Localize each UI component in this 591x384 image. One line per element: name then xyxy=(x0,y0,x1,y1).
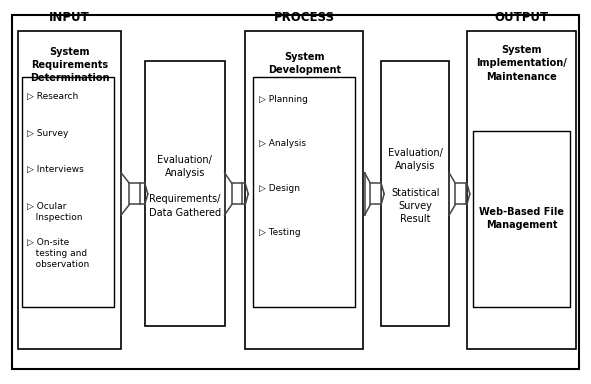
Text: PROCESS: PROCESS xyxy=(274,11,335,24)
Bar xyxy=(467,31,576,349)
Text: System
Development: System Development xyxy=(268,52,341,75)
Text: ▷ Analysis: ▷ Analysis xyxy=(259,139,306,149)
Bar xyxy=(253,77,355,307)
Text: ▷ Ocular
   Inspection: ▷ Ocular Inspection xyxy=(27,202,83,222)
Bar xyxy=(381,61,449,326)
Text: ▷ Interviews: ▷ Interviews xyxy=(27,165,84,174)
Bar xyxy=(145,61,225,326)
Bar xyxy=(22,77,114,307)
Text: System
Implementation/
Maintenance: System Implementation/ Maintenance xyxy=(476,45,567,81)
Text: Evaluation/
Analysis

Statistical
Survey
Result: Evaluation/ Analysis Statistical Survey … xyxy=(388,148,443,224)
Text: ▷ Design: ▷ Design xyxy=(259,184,300,193)
Bar xyxy=(245,31,363,349)
Bar xyxy=(18,31,121,349)
Text: ▷ Research: ▷ Research xyxy=(27,92,79,101)
Text: INPUT: INPUT xyxy=(50,11,90,24)
Text: ▷ Planning: ▷ Planning xyxy=(259,95,308,104)
Bar xyxy=(232,184,242,205)
Text: System
Requirements
Determination: System Requirements Determination xyxy=(30,47,109,83)
Text: Web-Based File
Management: Web-Based File Management xyxy=(479,207,564,230)
Text: ▷ Testing: ▷ Testing xyxy=(259,228,300,237)
Bar xyxy=(455,184,466,205)
Bar xyxy=(473,131,570,307)
Text: OUTPUT: OUTPUT xyxy=(494,11,548,24)
Text: ▷ Survey: ▷ Survey xyxy=(27,129,69,137)
Bar xyxy=(129,184,140,205)
Bar xyxy=(371,184,381,205)
Text: Evaluation/
Analysis

Requirements/
Data Gathered: Evaluation/ Analysis Requirements/ Data … xyxy=(148,155,221,218)
Text: ▷ On-site
   testing and
   observation: ▷ On-site testing and observation xyxy=(27,238,89,269)
